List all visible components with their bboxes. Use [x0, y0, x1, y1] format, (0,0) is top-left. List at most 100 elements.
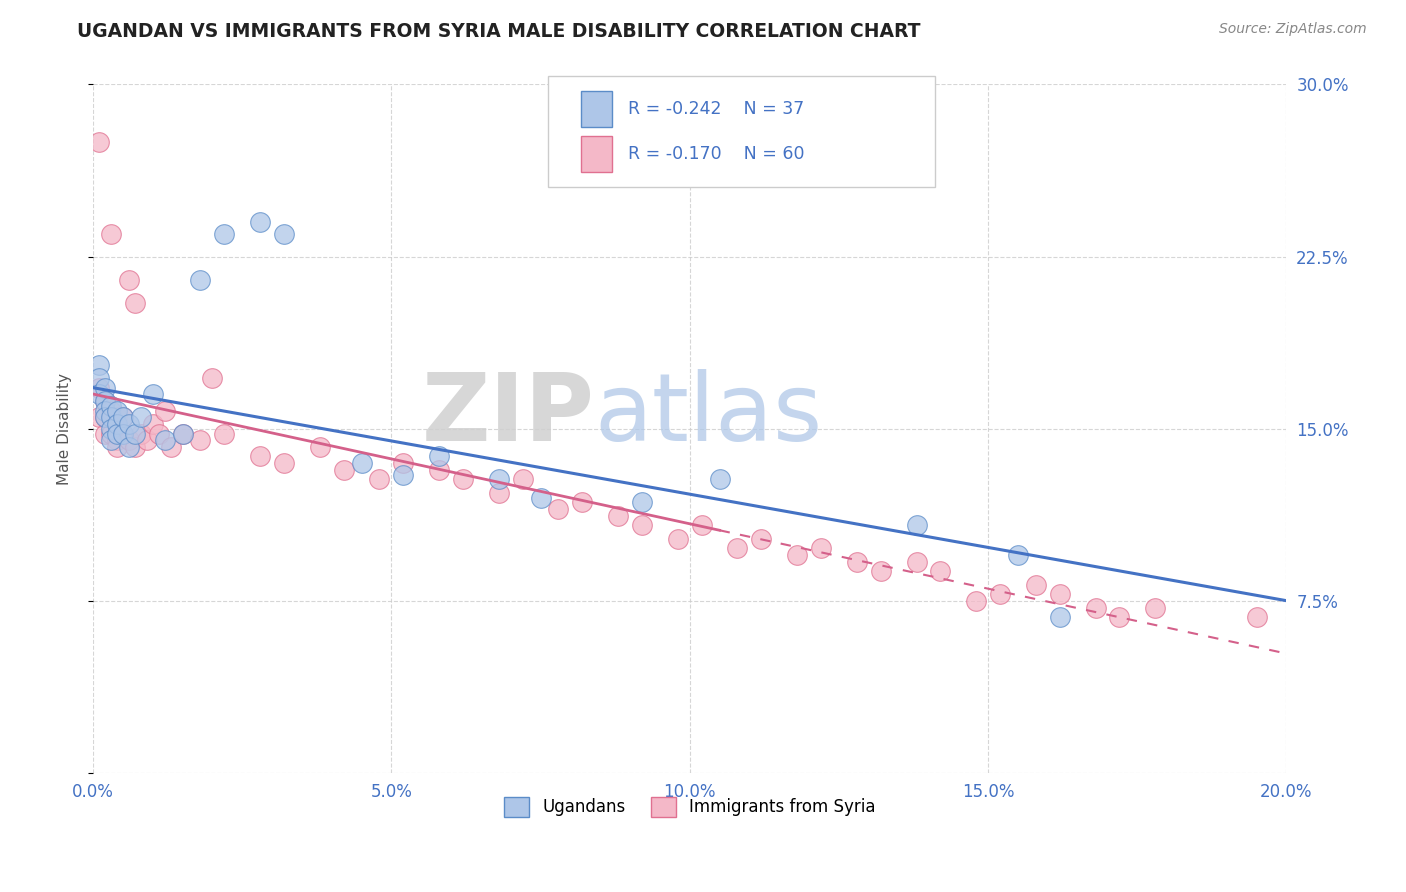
- Point: [1144, 601, 1167, 615]
- Point: [392, 456, 415, 470]
- Point: [1246, 610, 1268, 624]
- Point: [94, 381, 117, 395]
- Point: [94, 394, 117, 409]
- Point: [786, 548, 808, 562]
- Point: [159, 440, 181, 454]
- Point: [905, 555, 928, 569]
- Point: [929, 565, 952, 579]
- Point: [100, 403, 122, 417]
- Point: [308, 440, 330, 454]
- Point: [571, 495, 593, 509]
- Point: [214, 227, 236, 241]
- Point: [105, 440, 128, 454]
- Point: [488, 473, 510, 487]
- Point: [129, 410, 152, 425]
- Point: [273, 456, 295, 470]
- Point: [1049, 587, 1071, 601]
- Point: [547, 502, 569, 516]
- Point: [905, 518, 928, 533]
- Point: [869, 565, 891, 579]
- Point: [1007, 548, 1029, 562]
- Point: [94, 394, 117, 409]
- Point: [87, 358, 110, 372]
- Point: [100, 399, 122, 413]
- Legend: Ugandans, Immigrants from Syria: Ugandans, Immigrants from Syria: [498, 790, 882, 823]
- Point: [810, 541, 832, 556]
- Point: [105, 403, 128, 417]
- Point: [965, 594, 987, 608]
- Point: [512, 473, 534, 487]
- Point: [118, 440, 141, 454]
- Point: [135, 434, 157, 448]
- Point: [427, 450, 450, 464]
- Text: ZIP: ZIP: [422, 369, 595, 461]
- Point: [488, 486, 510, 500]
- Point: [273, 227, 295, 241]
- Point: [87, 381, 110, 395]
- Point: [87, 387, 110, 401]
- Point: [105, 410, 128, 425]
- Point: [249, 215, 271, 229]
- Point: [666, 532, 689, 546]
- Point: [100, 426, 122, 441]
- Point: [631, 495, 654, 509]
- Point: [529, 491, 551, 505]
- Point: [607, 509, 630, 524]
- Point: [427, 463, 450, 477]
- Point: [124, 440, 146, 454]
- Point: [153, 403, 176, 417]
- Point: [100, 422, 122, 436]
- Point: [201, 371, 224, 385]
- Point: [105, 434, 128, 448]
- Point: [111, 410, 134, 425]
- Point: [94, 403, 117, 417]
- Point: [87, 135, 110, 149]
- Point: [1049, 610, 1071, 624]
- Point: [350, 456, 373, 470]
- Text: atlas: atlas: [595, 369, 823, 461]
- Point: [727, 541, 749, 556]
- Point: [105, 426, 128, 441]
- Point: [148, 426, 170, 441]
- Point: [118, 434, 141, 448]
- Point: [87, 410, 110, 425]
- Point: [172, 426, 194, 441]
- Point: [124, 426, 146, 441]
- Point: [100, 434, 122, 448]
- Point: [249, 450, 271, 464]
- Point: [988, 587, 1011, 601]
- Point: [142, 387, 165, 401]
- Point: [111, 426, 134, 441]
- Point: [332, 463, 354, 477]
- Point: [1108, 610, 1130, 624]
- Point: [451, 473, 474, 487]
- Point: [709, 473, 731, 487]
- Point: [631, 518, 654, 533]
- Point: [751, 532, 773, 546]
- Point: [105, 417, 128, 432]
- Point: [87, 371, 110, 385]
- Point: [1025, 578, 1047, 592]
- Point: [172, 426, 194, 441]
- Point: [129, 426, 152, 441]
- Point: [392, 467, 415, 482]
- Point: [153, 434, 176, 448]
- Point: [94, 410, 117, 425]
- Point: [94, 426, 117, 441]
- Point: [94, 410, 117, 425]
- Point: [690, 518, 713, 533]
- Point: [100, 410, 122, 425]
- Text: Source: ZipAtlas.com: Source: ZipAtlas.com: [1219, 22, 1367, 37]
- Point: [214, 426, 236, 441]
- Point: [124, 295, 146, 310]
- Point: [142, 417, 165, 432]
- Point: [100, 227, 122, 241]
- Point: [118, 417, 141, 432]
- Point: [845, 555, 868, 569]
- Point: [1084, 601, 1107, 615]
- Point: [368, 473, 391, 487]
- Text: R = -0.242    N = 37: R = -0.242 N = 37: [628, 100, 804, 118]
- Point: [111, 410, 134, 425]
- Text: UGANDAN VS IMMIGRANTS FROM SYRIA MALE DISABILITY CORRELATION CHART: UGANDAN VS IMMIGRANTS FROM SYRIA MALE DI…: [77, 22, 921, 41]
- Text: R = -0.170    N = 60: R = -0.170 N = 60: [628, 145, 806, 163]
